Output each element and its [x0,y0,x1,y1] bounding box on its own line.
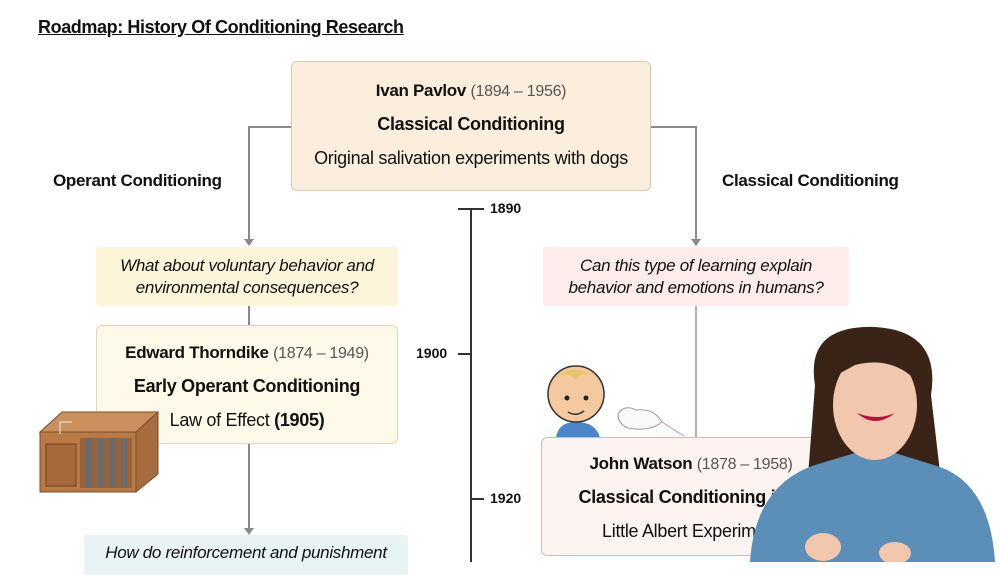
classical-question: Can this type of learning explain behavi… [543,247,849,306]
connector [651,126,696,128]
page-title: Roadmap: History Of Conditioning Researc… [38,17,404,37]
timeline-tick [458,208,484,210]
connector [695,126,697,242]
operant-question: What about voluntary behavior and enviro… [96,247,398,306]
card-note: Little Albert Experiment [602,521,780,541]
question-line: What about voluntary behavior and [120,256,374,275]
branch-label-operant: Operant Conditioning [53,171,222,190]
card-note: Original salivation experiments with dog… [314,148,628,168]
pavlov-card: Ivan Pavlov (1894 – 1956) Classical Cond… [291,61,651,191]
card-note-year: (1905) [274,410,325,430]
timeline-tick [471,498,484,500]
arrowhead-icon [691,239,701,246]
person-name: Ivan Pavlov [375,81,467,100]
person-name: John Watson [589,454,693,473]
reinforcement-question: How do reinforcement and punishment [84,535,408,575]
branch-label-classical: Classical Conditioning [722,171,899,190]
card-topic: Early Operant Conditioning [133,376,361,396]
connector [248,306,250,325]
connector [695,306,697,437]
person-dates: (1878 – 1958) [696,456,793,473]
question-line: Can this type of learning explain [579,256,813,275]
arrowhead-icon [244,528,254,535]
card-topic: Classical Conditioning [377,114,565,134]
timeline-tick [458,353,471,355]
person-dates: (1874 – 1949) [273,345,369,362]
connector [248,126,291,128]
connector [248,126,250,242]
timeline-axis [470,208,472,562]
baby-and-rat-illustration [547,365,685,438]
connector [248,444,250,530]
timeline-year-1920: 1920 [490,490,522,506]
question-line: environmental consequences? [135,278,359,297]
person-dates: (1894 – 1956) [470,83,567,100]
presenter-video [750,326,995,562]
card-topic: Classical Conditioning in H [578,487,804,507]
puzzle-box-cat-illustration [38,410,160,494]
arrowhead-icon [244,239,254,246]
timeline-year-1900: 1900 [416,345,448,361]
person-name: Edward Thorndike [125,343,269,362]
card-note: Law of Effect [169,410,270,430]
question-line: behavior and emotions in humans? [568,278,824,297]
timeline-year-1890: 1890 [490,200,522,216]
